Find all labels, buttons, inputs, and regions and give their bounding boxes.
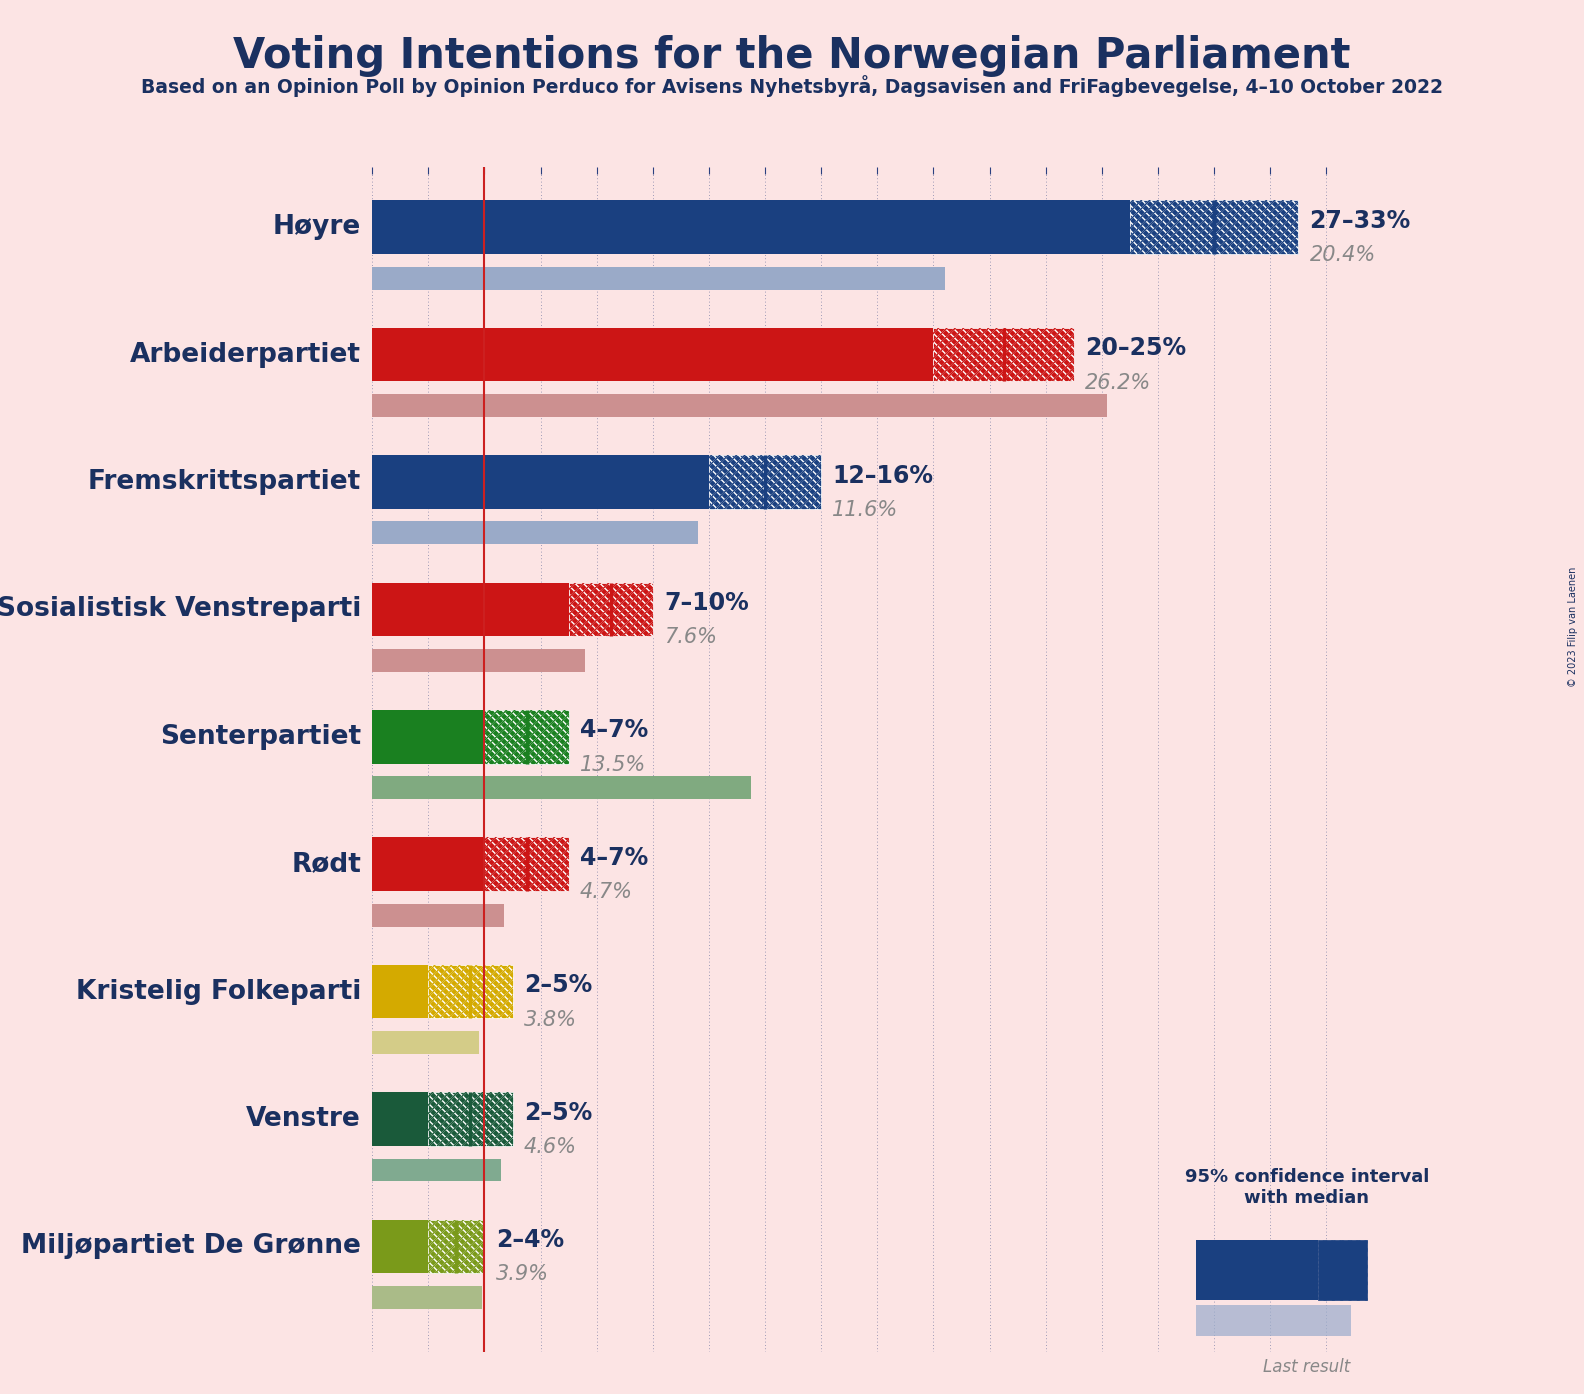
Bar [372, 710, 485, 764]
Bar [428, 1220, 485, 1273]
Text: Høyre: Høyre [272, 215, 361, 240]
Bar [1367, 1239, 1418, 1301]
Bar [1129, 201, 1299, 254]
Bar [485, 838, 569, 891]
Text: Last result: Last result [1262, 1358, 1351, 1376]
Text: © 2023 Filip van Laenen: © 2023 Filip van Laenen [1568, 567, 1578, 687]
Bar [372, 328, 933, 382]
Text: 3.9%: 3.9% [496, 1264, 548, 1284]
Bar [372, 521, 697, 545]
Text: Kristelig Folkeparti: Kristelig Folkeparti [76, 979, 361, 1005]
Bar [1196, 1239, 1318, 1301]
Text: Venstre: Venstre [246, 1105, 361, 1132]
Bar [372, 1032, 478, 1054]
Bar [485, 838, 569, 891]
Bar [428, 965, 513, 1019]
Text: 3.8%: 3.8% [524, 1009, 577, 1030]
Text: 7–10%: 7–10% [664, 591, 749, 615]
Text: Fremskrittspartiet: Fremskrittspartiet [87, 468, 361, 495]
Text: Sosialistisk Venstreparti: Sosialistisk Venstreparti [0, 597, 361, 622]
Bar [372, 201, 1129, 254]
Bar [372, 1158, 501, 1182]
Bar [428, 965, 513, 1019]
Text: Miljøpartiet De Grønne: Miljøpartiet De Grønne [21, 1234, 361, 1259]
Text: Rødt: Rødt [291, 852, 361, 877]
Text: 95% confidence interval
with median: 95% confidence interval with median [1185, 1168, 1429, 1207]
Bar [1367, 1239, 1418, 1301]
Bar [1129, 201, 1299, 254]
Bar [372, 1220, 428, 1273]
Bar [710, 456, 821, 509]
Bar [372, 838, 485, 891]
Bar [372, 965, 428, 1019]
Text: 2–5%: 2–5% [524, 1101, 592, 1125]
Text: 2–4%: 2–4% [496, 1228, 564, 1252]
Bar [485, 710, 569, 764]
Bar [372, 266, 944, 290]
Text: 11.6%: 11.6% [833, 500, 898, 520]
Bar [569, 583, 653, 636]
Text: 26.2%: 26.2% [1085, 372, 1152, 393]
Bar [372, 903, 504, 927]
Bar [428, 1220, 485, 1273]
Bar [428, 1093, 513, 1146]
Text: 12–16%: 12–16% [833, 464, 933, 488]
Bar [933, 328, 1074, 382]
Bar [710, 456, 821, 509]
Bar [372, 648, 586, 672]
Bar [933, 328, 1074, 382]
Bar [372, 1285, 482, 1309]
Text: 7.6%: 7.6% [664, 627, 718, 647]
Bar [1318, 1239, 1367, 1301]
Bar [372, 395, 1107, 417]
Text: 2–5%: 2–5% [524, 973, 592, 997]
Text: 4–7%: 4–7% [580, 718, 648, 743]
Bar [1318, 1239, 1367, 1301]
Text: 20.4%: 20.4% [1310, 245, 1375, 265]
Bar [372, 1093, 428, 1146]
Text: Senterpartiet: Senterpartiet [160, 723, 361, 750]
Text: 13.5%: 13.5% [580, 754, 646, 775]
Text: 4.6%: 4.6% [524, 1138, 577, 1157]
Text: Arbeiderpartiet: Arbeiderpartiet [130, 342, 361, 368]
Text: 20–25%: 20–25% [1085, 336, 1186, 360]
Bar [372, 776, 751, 799]
Text: 4–7%: 4–7% [580, 846, 648, 870]
Bar [569, 583, 653, 636]
Bar [372, 456, 710, 509]
Bar [428, 1093, 513, 1146]
Text: Based on an Opinion Poll by Opinion Perduco for Avisens Nyhetsbyrå, Dagsavisen a: Based on an Opinion Poll by Opinion Perd… [141, 75, 1443, 98]
Bar [485, 710, 569, 764]
Text: 27–33%: 27–33% [1310, 209, 1411, 233]
Text: Voting Intentions for the Norwegian Parliament: Voting Intentions for the Norwegian Parl… [233, 35, 1351, 77]
Bar [1196, 1305, 1351, 1337]
Bar [372, 583, 569, 636]
Text: 4.7%: 4.7% [580, 882, 634, 902]
